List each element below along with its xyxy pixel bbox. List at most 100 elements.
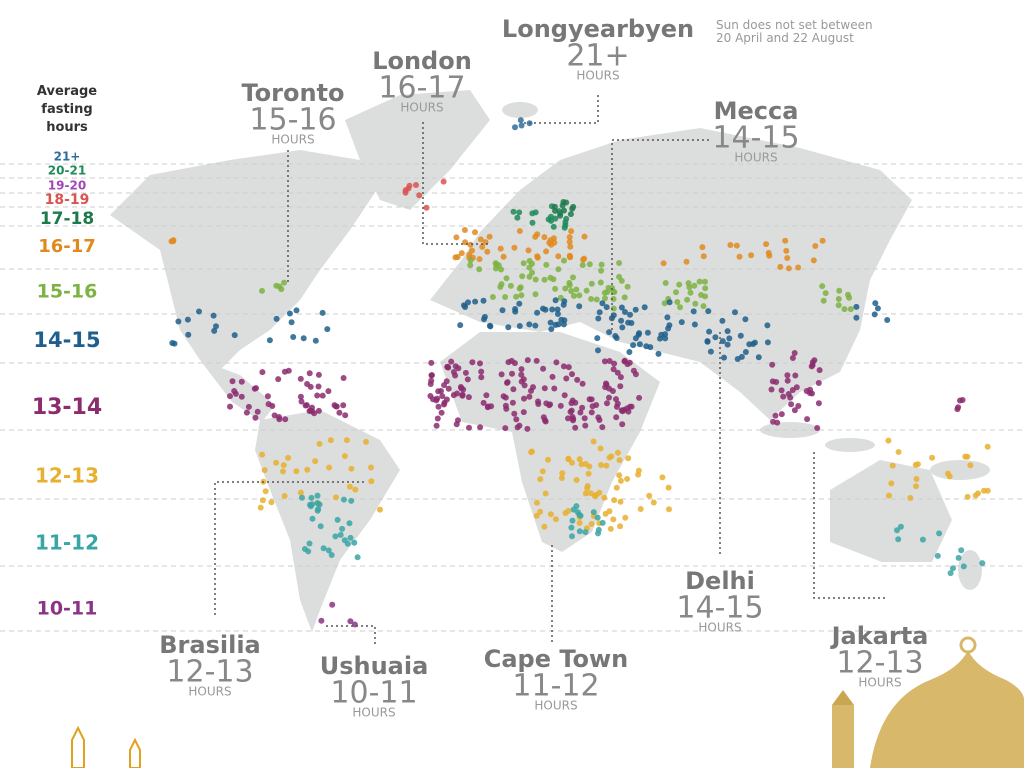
city-dot — [560, 321, 567, 328]
city-dot — [469, 247, 475, 254]
city-dot — [275, 376, 282, 383]
city-dot — [511, 410, 518, 417]
legend-label: 13-14 — [32, 395, 102, 420]
city-dot — [509, 370, 515, 377]
city-dot — [427, 381, 434, 387]
city-dot — [569, 459, 575, 466]
city-dot — [765, 249, 772, 256]
city-dot — [871, 311, 878, 318]
city-hours: 15-16 — [249, 103, 336, 138]
city-dot — [579, 380, 586, 387]
city-dot — [466, 424, 472, 431]
city-dot — [787, 394, 794, 401]
city-dot — [617, 374, 624, 381]
city-dot — [552, 207, 558, 214]
city-dot — [329, 601, 336, 608]
city-dot — [377, 506, 383, 513]
city-dot — [245, 403, 252, 410]
city-dot — [546, 239, 553, 246]
city-dot — [662, 280, 669, 286]
city-dot — [340, 375, 347, 381]
city-dot — [433, 422, 440, 429]
city-dot — [955, 404, 962, 411]
city-dot — [265, 401, 272, 408]
city-dot — [352, 486, 359, 493]
city-hours: 16-17 — [378, 71, 465, 106]
city-dot — [505, 359, 512, 366]
city-dot — [273, 315, 280, 322]
city-dot — [511, 360, 518, 367]
city-hours: 12-13 — [166, 655, 253, 690]
city-dot — [568, 288, 575, 294]
city-unit: HOURS — [534, 699, 577, 713]
city-dot — [566, 234, 573, 241]
city-dot — [561, 207, 567, 214]
city-dot — [309, 515, 316, 522]
city-dot — [895, 536, 902, 543]
city-dot — [588, 280, 595, 287]
city-dot — [618, 304, 625, 311]
city-name: Toronto — [241, 79, 344, 107]
city-dot — [748, 252, 755, 259]
city-dot — [547, 274, 554, 281]
city-dot — [820, 297, 827, 304]
city-dot — [576, 456, 583, 463]
city-unit: HOURS — [576, 69, 619, 83]
city-dot — [769, 361, 776, 368]
city-dot — [458, 250, 465, 257]
city-dot — [532, 233, 539, 240]
city-unit: HOURS — [271, 133, 314, 147]
city-dot — [617, 498, 624, 505]
city-dot — [707, 348, 714, 355]
city-dot — [960, 563, 967, 570]
city-dot — [280, 468, 286, 475]
city-dot — [441, 399, 448, 406]
city-dot — [724, 341, 731, 348]
legend-label: 15-16 — [37, 281, 98, 303]
city-dot — [548, 326, 555, 333]
city-dot — [416, 192, 423, 199]
city-dot — [641, 304, 648, 311]
city-dot — [964, 493, 971, 500]
city-dot — [586, 261, 593, 268]
city-dot — [533, 512, 540, 519]
city-dot — [566, 238, 573, 245]
city-dot — [534, 253, 541, 260]
city-dot — [532, 276, 539, 283]
city-dot — [502, 294, 509, 300]
city-dot — [897, 523, 904, 530]
city-dot — [555, 253, 562, 260]
city-dot — [184, 316, 191, 323]
city-dot — [666, 299, 673, 306]
city-dot — [543, 261, 550, 268]
city-dot — [702, 285, 709, 292]
city-dot — [570, 506, 577, 513]
city-dot — [622, 514, 629, 521]
city-dot — [712, 334, 719, 341]
city-dot — [588, 296, 595, 302]
city-dot — [285, 454, 292, 461]
city-dot — [626, 349, 633, 355]
legend-label: 12-13 — [35, 464, 99, 488]
city-dot — [755, 354, 762, 361]
city-dot — [560, 301, 567, 308]
city-dot — [913, 476, 920, 482]
city-dot — [552, 297, 559, 304]
city-dot — [630, 342, 637, 349]
city-dot — [516, 300, 523, 307]
city-dot — [886, 492, 892, 499]
city-dot — [591, 493, 598, 500]
city-dot — [346, 483, 353, 490]
city-dot — [483, 392, 490, 399]
legend-label: 17-18 — [40, 209, 94, 229]
city-dot — [774, 419, 781, 426]
city-dot — [845, 291, 851, 298]
city-dot — [315, 407, 322, 414]
city-dot — [598, 261, 605, 268]
city-dot — [455, 365, 462, 372]
city-dot — [706, 328, 713, 335]
city-dot — [333, 494, 339, 501]
city-dot — [594, 335, 601, 342]
city-dot — [519, 273, 526, 280]
